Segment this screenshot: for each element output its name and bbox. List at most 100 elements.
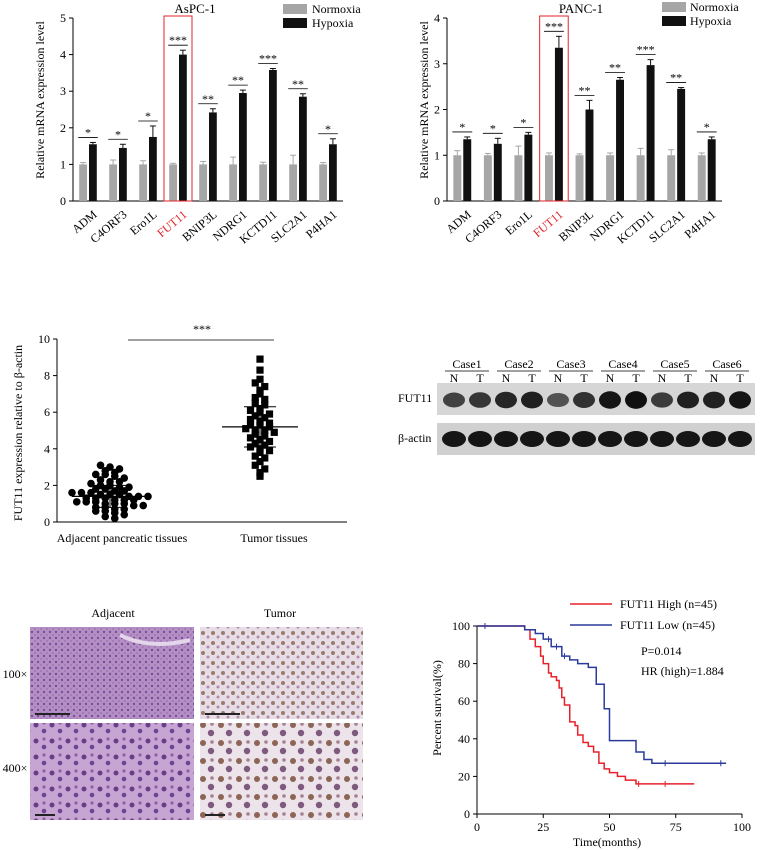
km-curve [477,625,727,764]
tumor-data-point [256,468,264,477]
tumor-data-point [242,425,250,433]
aspc1-sig-label: ** [232,73,244,87]
aspc1-bar-chart: AsPC-1 Relative mRNA expression level No… [33,1,361,246]
tumor-data-point [246,415,255,424]
tumor-data-point [261,414,269,422]
panc1-category-label: P4HA1 [682,207,719,241]
aspc1-title: AsPC-1 [174,1,215,16]
aspc1-bar-normoxia [199,164,207,201]
tumor-data-point [265,419,274,427]
panc1-bar-normoxia [697,155,706,201]
panc1-bar-hypoxia [554,47,563,201]
tumor-data-point [251,412,259,420]
tumor-data-point [270,428,278,436]
wb-case-label: Case2 [504,357,533,371]
tumor-data-point [265,410,274,418]
km-y-tick-label: 0 [464,807,470,821]
wb-band-actin [676,431,700,447]
km-x-tick-label: 0 [474,820,480,834]
aspc1-category-label: P4HA1 [303,207,340,241]
km-y-tick-label: 80 [458,657,470,671]
tumor-data-point [256,472,264,480]
aspc1-bar-hypoxia [179,54,187,201]
wb-band-fut11 [625,391,647,409]
km-legend: FUT11 High (n=45) FUT11 Low (n=45) [570,597,717,632]
adjacent-data-point [91,470,100,479]
adjacent-data-point [120,510,129,519]
aspc1-sig-label: *** [169,33,187,47]
km-x-tick-label: 50 [604,820,616,834]
panc1-sig-label: * [704,120,710,134]
panc1-category-label: BNIP3L [556,207,596,244]
panc1-y-tick-label: 4 [434,11,440,25]
tumor-data-point [256,458,264,466]
adjacent-data-point [139,501,148,510]
scatter-y-tick-label: 10 [38,332,50,346]
tumor-data-point [261,441,269,449]
adjacent-data-point [110,472,119,481]
aspc1-category-label: Ero1L [127,207,159,237]
panc1-y-tick-label: 1 [434,148,440,162]
aspc1-y-tick-label: 3 [60,84,66,98]
tumor-data-point [261,426,269,435]
wb-band-fut11 [677,391,699,409]
panc1-bar-normoxia [606,155,615,201]
histology-image-tumor-400x [200,723,363,820]
adjacent-data-point [101,470,110,479]
km-y-tick-label: 60 [458,694,470,708]
adjacent-data-point [72,498,81,506]
panc1-bar-normoxia [453,155,462,201]
scatter-xtick-tumor: Tumor tissues [240,531,308,545]
wb-band-fut11 [521,391,543,409]
legend-normoxia: Normoxia [690,0,739,14]
panc1-title: PANC-1 [559,1,603,16]
aspc1-y-tick-label: 0 [60,194,66,208]
aspc1-bar-hypoxia [299,96,307,201]
aspc1-bar-hypoxia [89,144,97,201]
adjacent-data-point [96,476,105,484]
panc1-y-tick-label: 0 [434,194,440,208]
wb-lane-label: N [450,371,459,385]
aspc1-bar-normoxia [289,164,297,201]
wb-lane-label: T [632,371,640,385]
wb-band-actin [702,431,726,447]
tumor-data-point [261,382,269,391]
km-y-tick-label: 40 [458,732,470,746]
tumor-data-point [265,447,274,455]
tumor-data-point [256,355,264,363]
fut11-scatter-chart: FUT11 expression relative to β-actin ***… [11,322,347,545]
wb-band-fut11 [547,392,569,408]
km-x-tick-label: 25 [537,820,549,834]
legend-low: FUT11 Low (n=45) [620,618,715,632]
tumor-data-point [246,434,255,442]
km-curve [477,625,695,785]
tumor-data-point [251,439,259,447]
wb-lane-label: T [684,371,692,385]
panc1-bar-hypoxia [616,79,624,201]
panc1-legend: Normoxia Hypoxia [662,0,739,28]
wb-band-fut11 [573,392,595,408]
panc1-highlight-box [539,15,569,202]
wb-lane-label: N [710,371,719,385]
adjacent-data-point [101,485,110,493]
tumor-data-point [251,461,259,469]
adjacent-data-point [101,512,110,521]
panc1-ylabel: Relative mRNA expression level [417,21,431,179]
tumor-data-point [246,406,255,414]
wb-band-fut11 [599,391,621,409]
tumor-data-point [256,375,264,383]
wb-band-fut11 [443,392,465,408]
km-ylabel: Percent survival(%) [430,660,444,756]
panc1-bar-hypoxia [493,143,502,201]
wb-band-fut11 [469,392,491,408]
panc1-y-tick-label: 3 [434,57,440,71]
adjacent-data-point [110,509,119,517]
wb-band-actin [728,431,752,447]
panc1-sig-label: * [520,115,526,129]
panc1-sig-label: * [490,121,496,135]
aspc1-ylabel: Relative mRNA expression level [33,21,47,179]
adjacent-data-point [68,488,76,497]
aspc1-sig-label: * [145,109,151,123]
wb-lane-label: T [476,371,484,385]
